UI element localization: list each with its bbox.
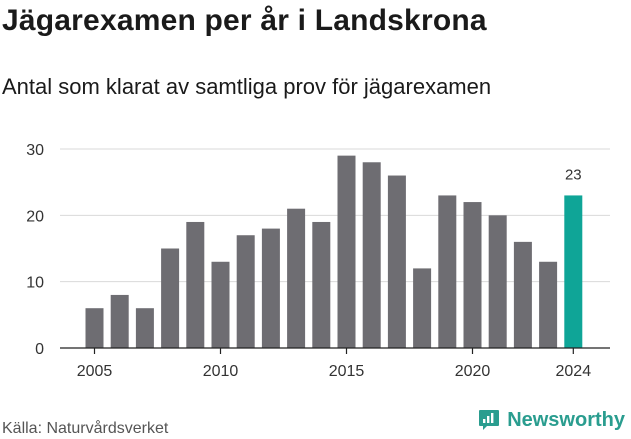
bars	[85, 155, 583, 348]
newsworthy-logo: Newsworthy	[477, 408, 625, 432]
x-tick-label: 2020	[455, 363, 491, 380]
data-label-2024: 23	[565, 166, 582, 183]
bar-2009	[186, 221, 205, 348]
bar-2014	[312, 221, 331, 348]
bar-2015	[337, 155, 356, 348]
newsworthy-logo-icon	[479, 410, 500, 430]
y-tick-label: 10	[26, 275, 44, 292]
x-tick-label: 2010	[203, 363, 239, 380]
bar-2020	[463, 202, 482, 348]
bar-2024	[564, 195, 583, 348]
bar-2021	[488, 215, 507, 348]
y-tick-label: 30	[26, 142, 44, 159]
x-axis	[60, 347, 610, 354]
bar-2017	[387, 175, 406, 348]
x-tick-label: 2005	[77, 363, 113, 380]
bar-2006	[110, 294, 129, 348]
bar-2007	[135, 308, 154, 348]
y-tick-labels: 0 10 20 30	[26, 142, 44, 358]
bar-2008	[161, 248, 180, 348]
data-labels: 23	[565, 166, 582, 183]
newsworthy-logo-text: Newsworthy	[507, 408, 625, 431]
x-tick-label: 2015	[329, 363, 365, 380]
chart-subtitle: Antal som klarat av samtliga prov för jä…	[2, 74, 492, 99]
bar-2013	[287, 208, 306, 348]
bar-2005	[85, 308, 104, 348]
y-tick-label: 20	[26, 208, 44, 225]
bar-2019	[438, 195, 457, 348]
bar-2023	[539, 261, 558, 348]
chart-title: Jägarexamen per år i Landskrona	[2, 4, 487, 37]
bar-2018	[413, 268, 432, 348]
bar-2010	[211, 261, 230, 348]
x-tick-labels: 2005 2010 2015 2020 2024	[77, 363, 591, 380]
bar-2012	[261, 228, 280, 348]
bar-2022	[513, 241, 532, 348]
bar-2016	[362, 162, 381, 348]
bar-2011	[236, 235, 255, 348]
y-tick-label: 0	[35, 341, 44, 358]
x-tick-label: 2024	[556, 363, 592, 380]
source-note: Källa: Naturvårdsverket	[2, 420, 169, 437]
